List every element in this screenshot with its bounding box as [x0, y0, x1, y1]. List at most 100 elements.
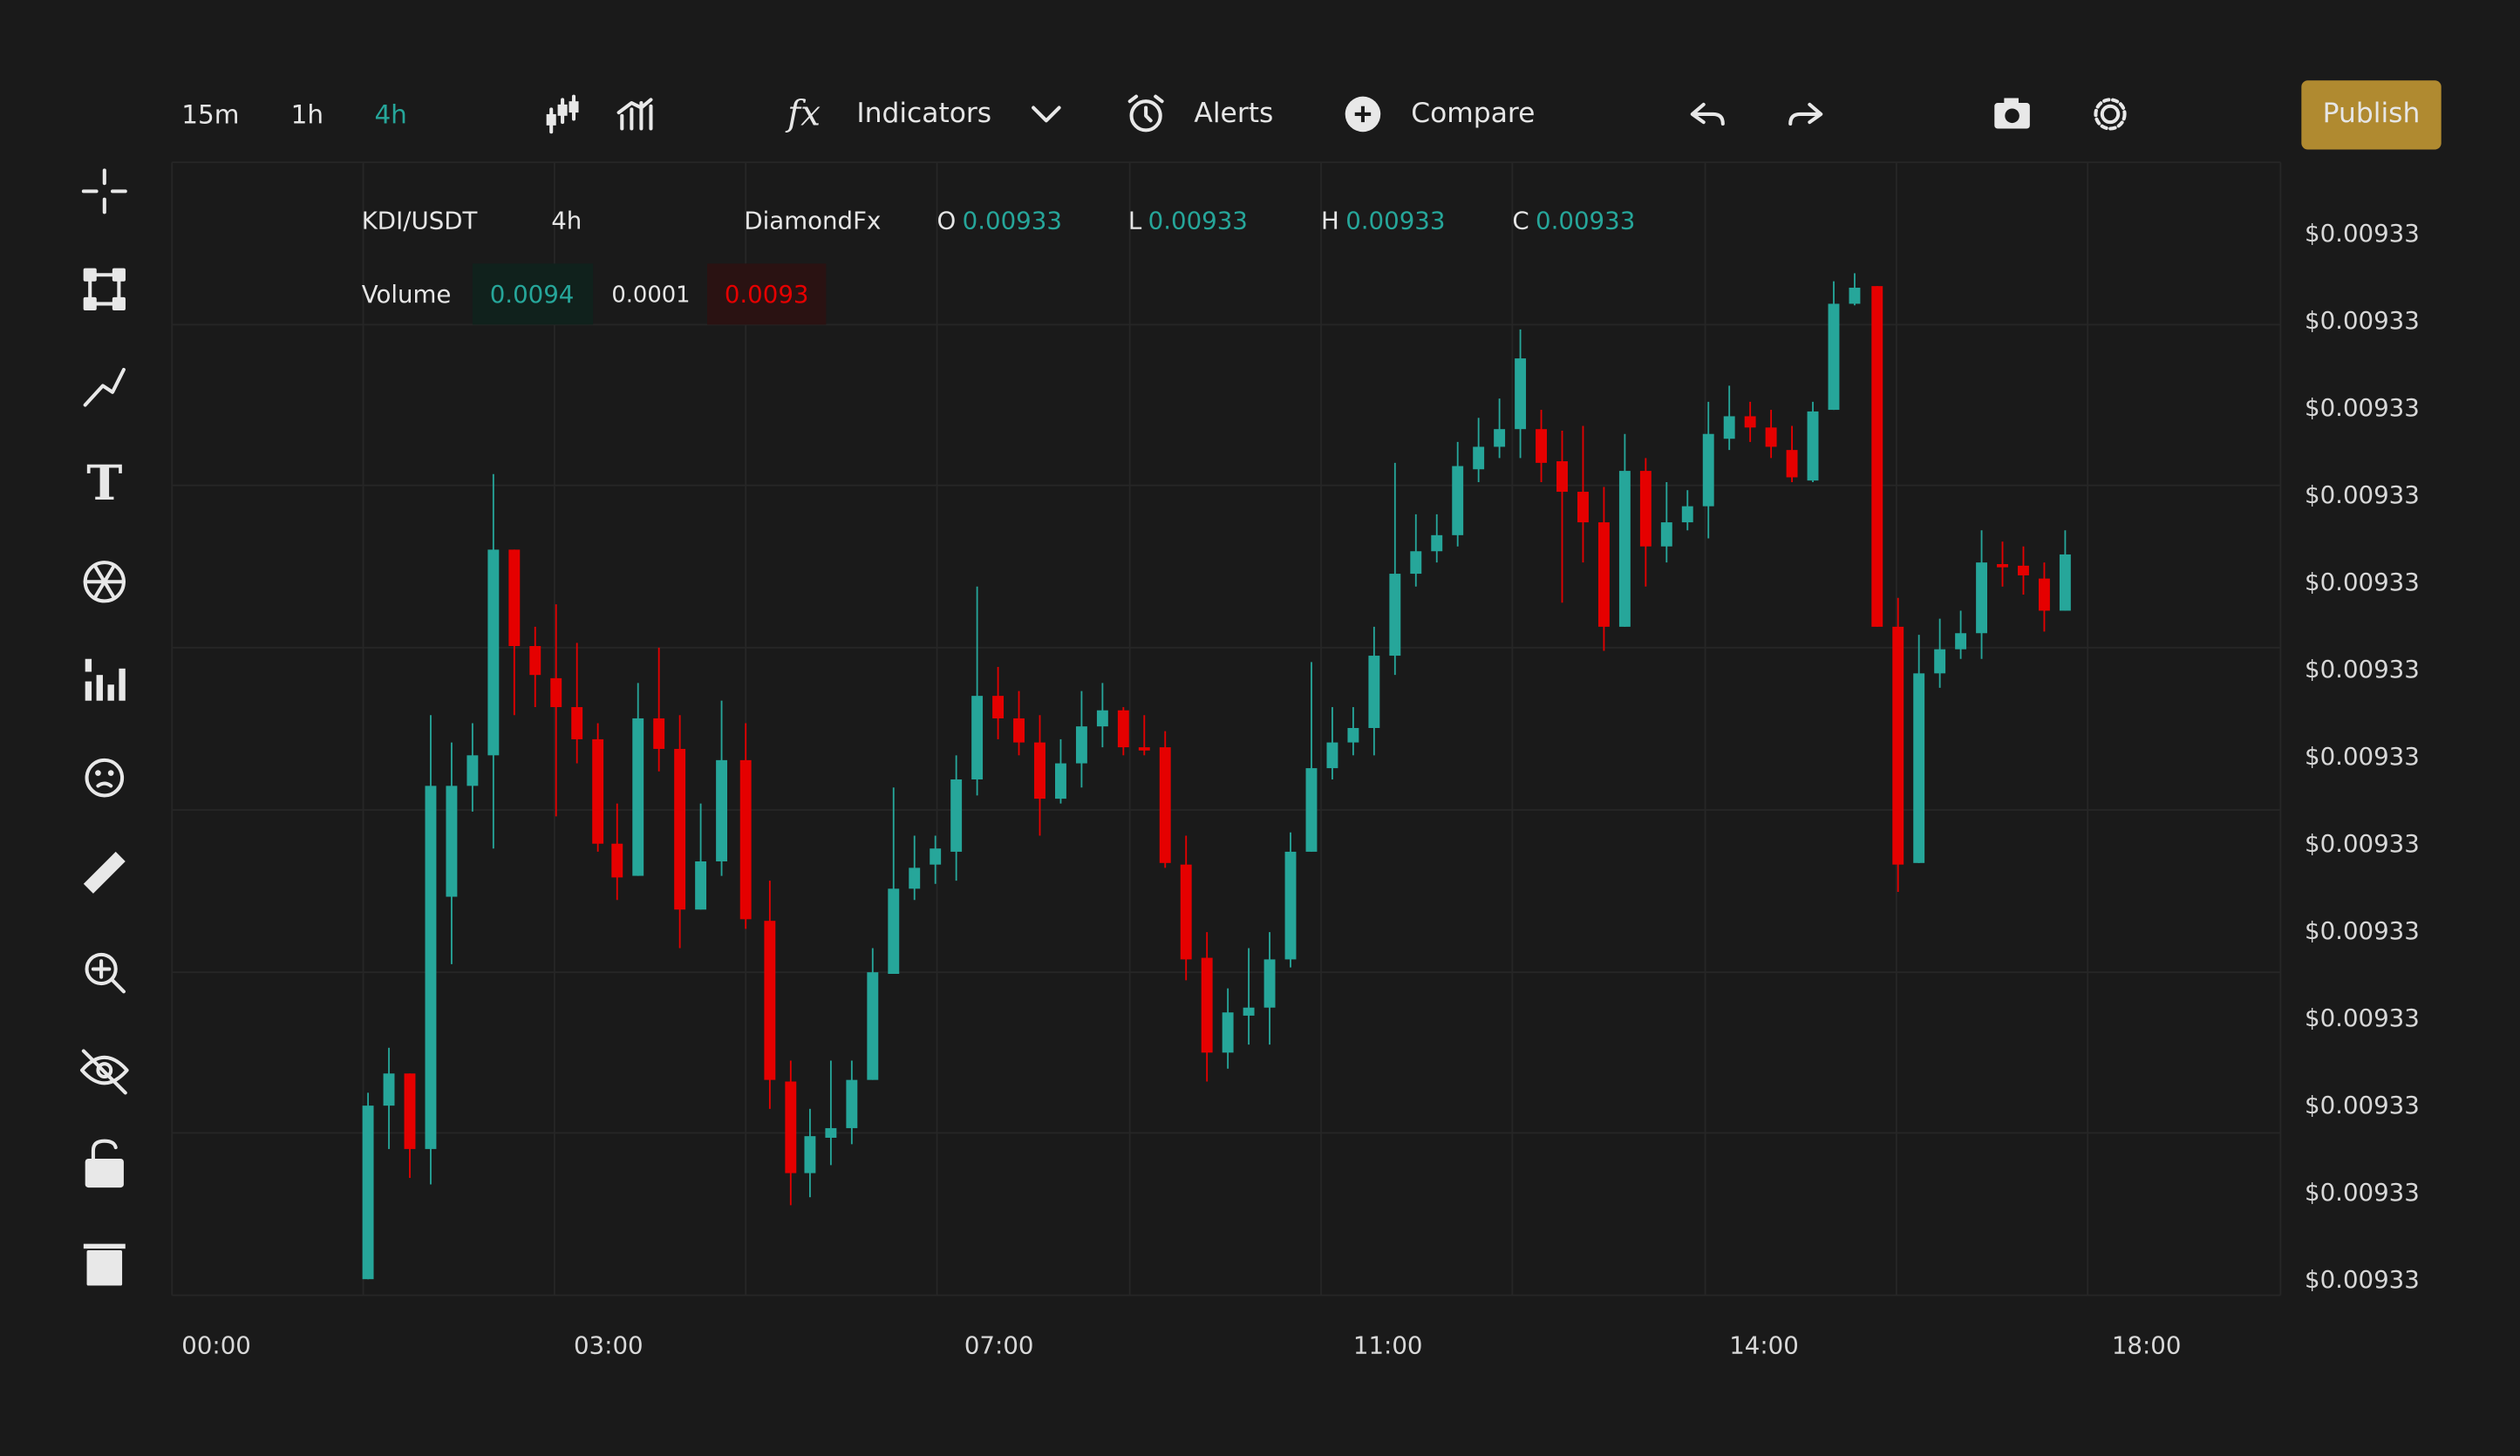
- candle: [571, 643, 583, 764]
- candle: [632, 683, 644, 876]
- shape-tool[interactable]: [83, 268, 126, 310]
- time-label: 11:00: [1353, 1331, 1423, 1360]
- candle-body: [1892, 626, 1904, 865]
- lock-tool[interactable]: [85, 1139, 124, 1188]
- candle-body: [1034, 742, 1045, 799]
- candle: [785, 1060, 797, 1206]
- candle-body: [930, 848, 942, 865]
- indicators-button[interactable]: Indicators: [856, 98, 991, 129]
- candle: [1452, 441, 1464, 547]
- candle: [1326, 707, 1338, 779]
- candle-body: [1431, 534, 1443, 552]
- price-label: $0.00933: [2305, 568, 2420, 596]
- volume-down-box: [706, 263, 827, 325]
- ohlc-item: L 0.00933: [1128, 206, 1248, 235]
- candle-body: [1284, 851, 1297, 960]
- volume-delta: 0.0001: [611, 282, 690, 309]
- candle: [446, 742, 458, 964]
- candle: [1828, 281, 1840, 411]
- line-tool[interactable]: [83, 367, 126, 407]
- candle: [611, 803, 623, 901]
- hide-tool[interactable]: [79, 1049, 129, 1095]
- dropdown-icon[interactable]: [1032, 105, 1061, 123]
- candle: [1871, 286, 1883, 627]
- candle-body: [1577, 492, 1589, 523]
- price-label: $0.00933: [2305, 219, 2420, 248]
- candle: [2018, 546, 2029, 595]
- publish-background[interactable]: [2301, 80, 2442, 150]
- ohlc-item: H 0.00933: [1321, 206, 1445, 235]
- undo-icon[interactable]: [1690, 102, 1725, 126]
- candle-body: [1368, 656, 1380, 728]
- candle-body: [404, 1073, 416, 1149]
- camera-icon[interactable]: [1994, 98, 2030, 129]
- candle: [1222, 988, 1234, 1069]
- ohlc-item: O 0.00933: [937, 206, 1062, 235]
- candle-body: [362, 1106, 374, 1280]
- fx-icon[interactable]: 𝑓x: [785, 92, 821, 133]
- candle-body: [764, 921, 776, 1080]
- price-label: $0.00933: [2305, 742, 2420, 771]
- candle-body: [1913, 673, 1925, 863]
- candle-body: [1849, 287, 1861, 304]
- ohlc-label: C: [1512, 206, 1529, 235]
- candle: [1034, 715, 1045, 836]
- candle: [1681, 490, 1693, 531]
- candle: [1117, 707, 1129, 756]
- candle: [1536, 410, 1547, 483]
- left-toolbar: T: [79, 168, 129, 1286]
- candle-body: [653, 718, 665, 749]
- candle-body: [867, 972, 879, 1080]
- publish-label[interactable]: Publish: [2323, 98, 2421, 129]
- bar-chart-icon[interactable]: [616, 98, 653, 131]
- volume-up-box: [472, 263, 594, 325]
- candle: [909, 835, 921, 901]
- legend: KDI/USDT 4h DiamondFx Volume 0.0094 0.00…: [362, 206, 1635, 325]
- pattern-tool[interactable]: [83, 561, 126, 603]
- timeframe-button[interactable]: 1h: [291, 99, 324, 129]
- emoji-tool[interactable]: [85, 758, 125, 798]
- candle: [1473, 418, 1485, 483]
- price-label: $0.00933: [2305, 1091, 2420, 1119]
- time-label: 07:00: [964, 1331, 1034, 1360]
- zoom-tool[interactable]: [85, 952, 126, 994]
- candle: [1913, 635, 1925, 863]
- timeframe-button[interactable]: 15m: [181, 99, 239, 129]
- candle-body: [1723, 416, 1735, 439]
- candle: [1159, 731, 1171, 868]
- candles: [362, 273, 2071, 1280]
- price-label: $0.00933: [2305, 655, 2420, 684]
- candle-body: [1765, 427, 1777, 447]
- candle: [1976, 530, 1988, 659]
- candle-body: [1976, 562, 1988, 634]
- candle: [888, 787, 900, 974]
- text-tool[interactable]: T: [86, 455, 122, 512]
- forecast-tool[interactable]: [85, 658, 126, 701]
- price-label: $0.00933: [2305, 1178, 2420, 1207]
- timeframe-button[interactable]: 4h: [374, 99, 406, 129]
- candle-type-icon[interactable]: [546, 94, 579, 134]
- candle-body: [1159, 747, 1171, 863]
- candle-body: [2038, 578, 2050, 611]
- publish-button[interactable]: Publish: [2301, 80, 2442, 150]
- plus-icon[interactable]: [1345, 96, 1381, 133]
- compare-button[interactable]: Compare: [1411, 98, 1535, 129]
- candle: [1955, 610, 1967, 659]
- delete-tool[interactable]: [83, 1243, 126, 1286]
- crosshair-tool[interactable]: [81, 168, 127, 214]
- candle-body: [1556, 461, 1568, 493]
- candle-body: [1597, 522, 1610, 627]
- candle-body: [632, 718, 644, 876]
- price-label: $0.00933: [2305, 916, 2420, 945]
- settings-icon[interactable]: [2094, 98, 2127, 131]
- time-label: 03:00: [574, 1331, 644, 1360]
- candle: [1055, 738, 1066, 804]
- ruler-tool[interactable]: [83, 851, 126, 894]
- candle-body: [425, 786, 437, 1149]
- candle: [362, 1092, 374, 1280]
- redo-icon[interactable]: [1788, 102, 1823, 126]
- alerts-button[interactable]: Alerts: [1194, 98, 1273, 129]
- candle-body: [695, 861, 707, 910]
- alarm-icon[interactable]: [1127, 94, 1164, 133]
